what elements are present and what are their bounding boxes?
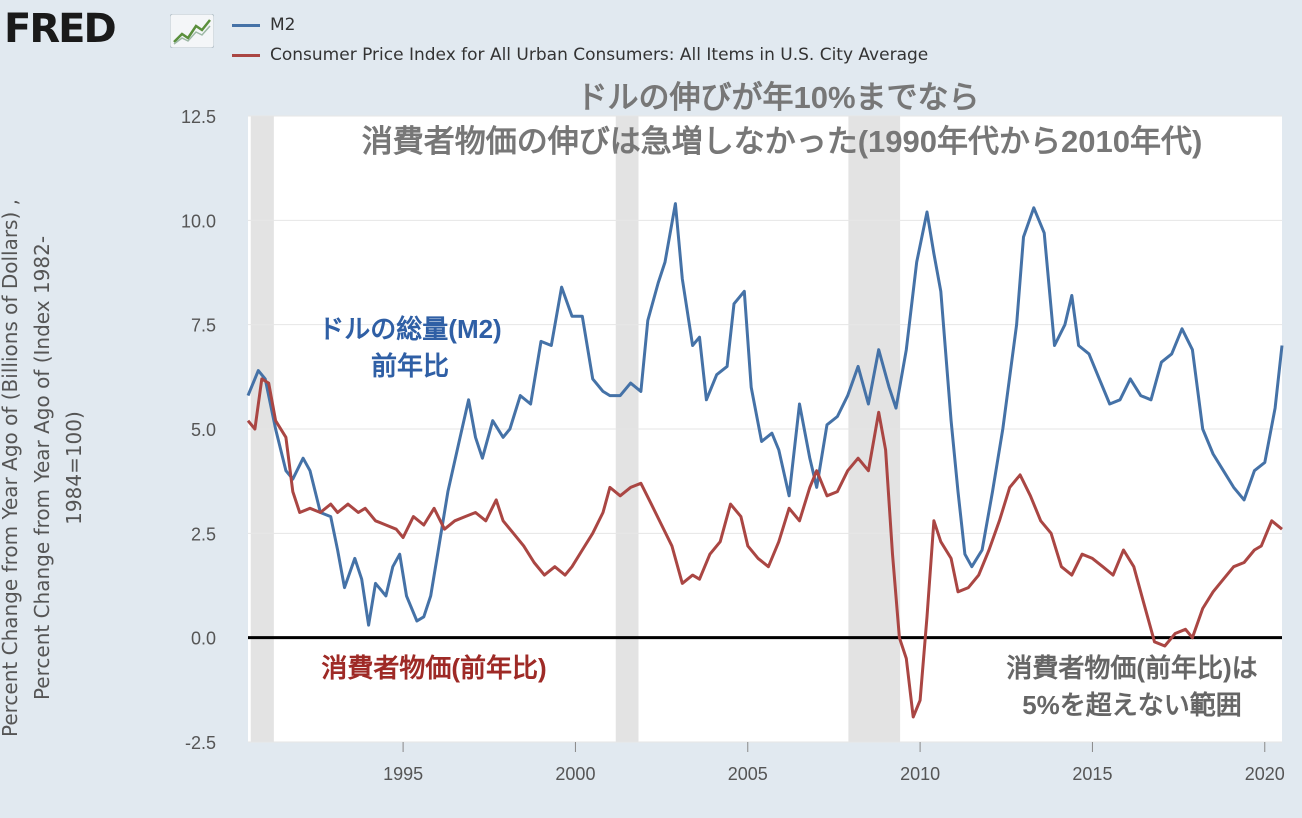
legend-label-cpi: Consumer Price Index for All Urban Consu…: [270, 45, 929, 65]
x-tick-label: 1995: [383, 764, 423, 784]
legend-swatch-m2: [232, 23, 260, 27]
annotation-cpi-note-line2: 5%を超えない範囲: [1022, 690, 1242, 720]
y-tick-label: 12.5: [181, 107, 216, 127]
y-tick-label: -2.5: [185, 733, 216, 753]
x-tick-label: 2015: [1072, 764, 1112, 784]
annotation-title-line2: 消費者物価の伸びは急増しなかった(1990年代から2010年代): [362, 124, 1203, 159]
series-line-cpi: [246, 377, 1283, 719]
y-tick-label: 5.0: [191, 420, 216, 440]
annotation-m2-line2: 前年比: [371, 351, 449, 381]
x-tick-label: 2005: [728, 764, 768, 784]
annotation-title-line1: ドルの伸びが年10%までなら: [576, 80, 979, 115]
fred-logo: FRED: [4, 6, 117, 52]
legend-swatch-cpi: [232, 53, 260, 57]
line-chart: 12.5 10.0 7.5 5.0 2.5 0.0 -2.5 1995 2000 2005 201…: [181, 80, 1285, 784]
annotation-cpi-label: 消費者物価(前年比): [321, 653, 546, 683]
annotation-cpi-note-line1: 消費者物価(前年比)は: [1006, 653, 1257, 683]
y-tick-label: 10.0: [181, 211, 216, 231]
chart-line-icon: [170, 14, 214, 48]
x-tick-label: 2020: [1245, 764, 1285, 784]
x-tick-label: 2010: [900, 764, 940, 784]
series-line-m2: [246, 202, 1284, 627]
legend-item-m2[interactable]: M2: [232, 10, 928, 40]
legend-label-m2: M2: [270, 15, 296, 35]
legend-item-cpi[interactable]: Consumer Price Index for All Urban Consu…: [232, 40, 928, 70]
y-tick-label: 7.5: [191, 316, 216, 336]
y-tick-label: 0.0: [191, 629, 216, 649]
chart-legend: M2 Consumer Price Index for All Urban Co…: [232, 10, 928, 70]
x-tick-label: 2000: [555, 764, 595, 784]
y-tick-label: 2.5: [191, 524, 216, 544]
annotation-m2-line1: ドルの総量(M2): [318, 314, 501, 344]
